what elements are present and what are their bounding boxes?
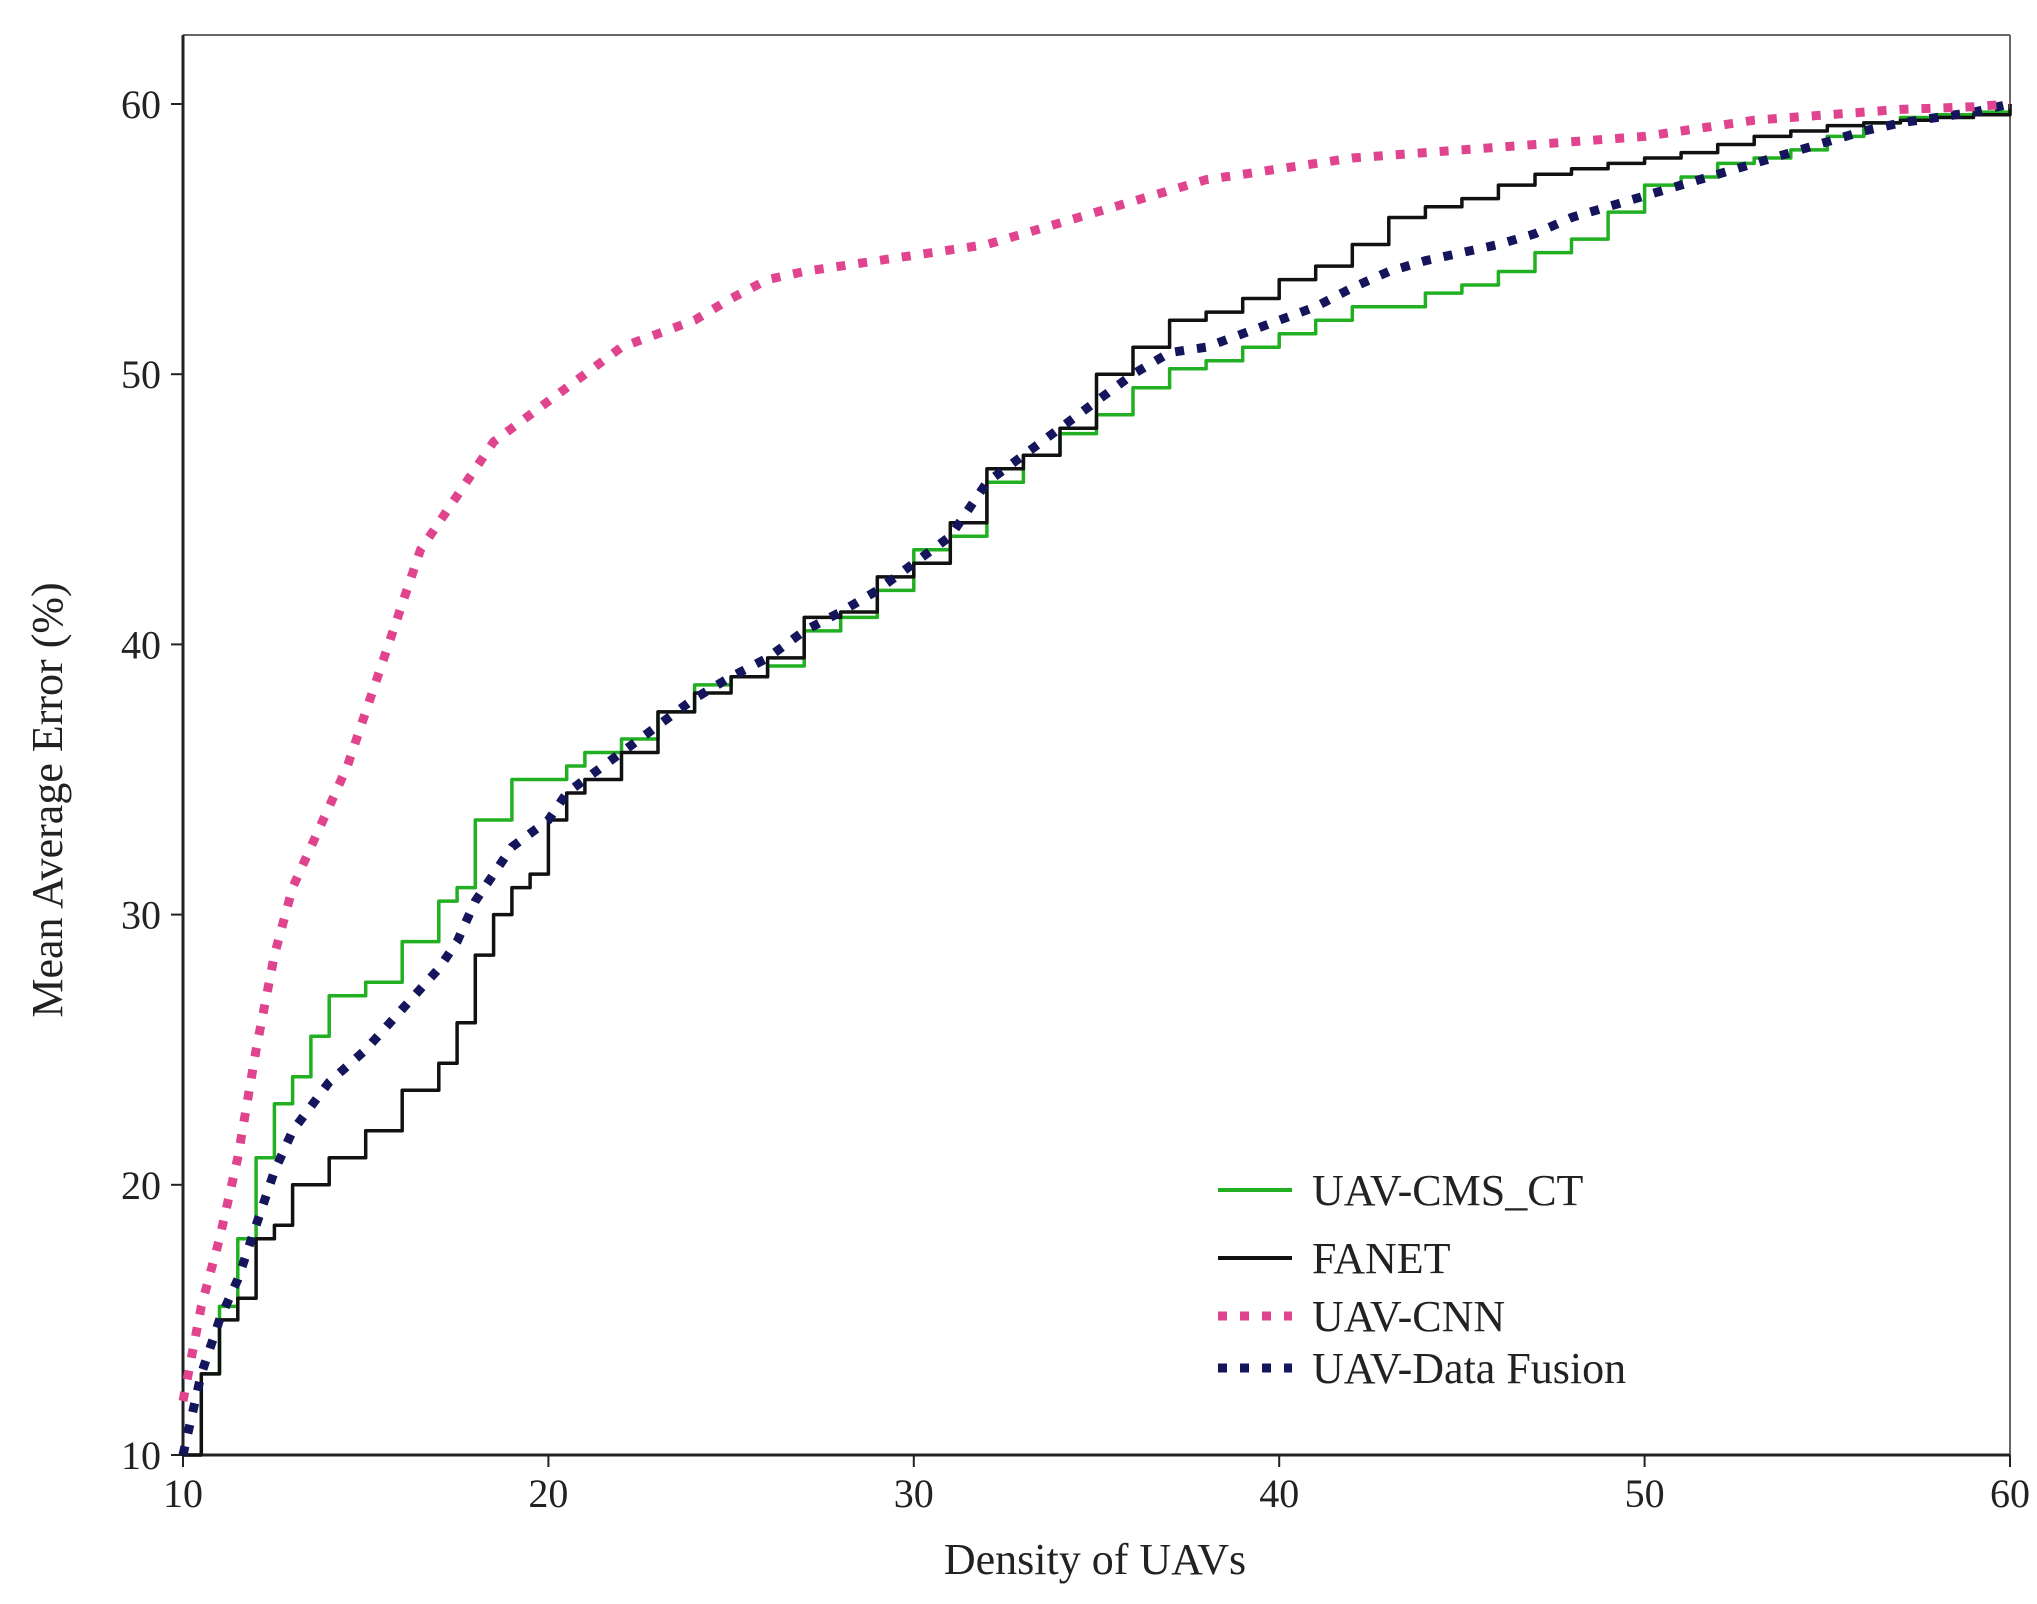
y-axis-ticks: 10 20 30 40 50 60 (121, 82, 183, 1478)
series-line-fanet (183, 104, 2012, 1457)
y-tick-label: 60 (121, 82, 161, 127)
x-tick-label: 20 (528, 1471, 568, 1516)
series-layer (178, 99, 2012, 1457)
y-tick-label: 20 (121, 1163, 161, 1208)
y-tick-label: 30 (121, 893, 161, 938)
legend-label-fanet: FANET (1312, 1234, 1451, 1283)
y-tick-label: 10 (121, 1433, 161, 1478)
y-tick-label: 40 (121, 622, 161, 667)
x-tick-label: 50 (1625, 1471, 1665, 1516)
x-axis-title: Density of UAVs (944, 1535, 1246, 1584)
legend-label-uav-cnn: UAV-CNN (1312, 1292, 1505, 1341)
plot-frame (181, 34, 2011, 1457)
x-tick-label: 10 (163, 1471, 203, 1516)
y-axis-title: Mean Average Error (%) (23, 582, 72, 1017)
legend-label-uav-cms-ct: UAV-CMS_CT (1312, 1166, 1584, 1215)
x-axis-ticks: 10 20 30 40 50 60 (163, 1455, 2030, 1516)
y-tick-label: 50 (121, 352, 161, 397)
x-tick-label: 40 (1259, 1471, 1299, 1516)
series-line-uav-cnn (178, 99, 2011, 1402)
x-tick-label: 60 (1990, 1471, 2030, 1516)
legend-label-uav-data-fusion: UAV-Data Fusion (1312, 1344, 1626, 1393)
x-tick-label: 30 (894, 1471, 934, 1516)
